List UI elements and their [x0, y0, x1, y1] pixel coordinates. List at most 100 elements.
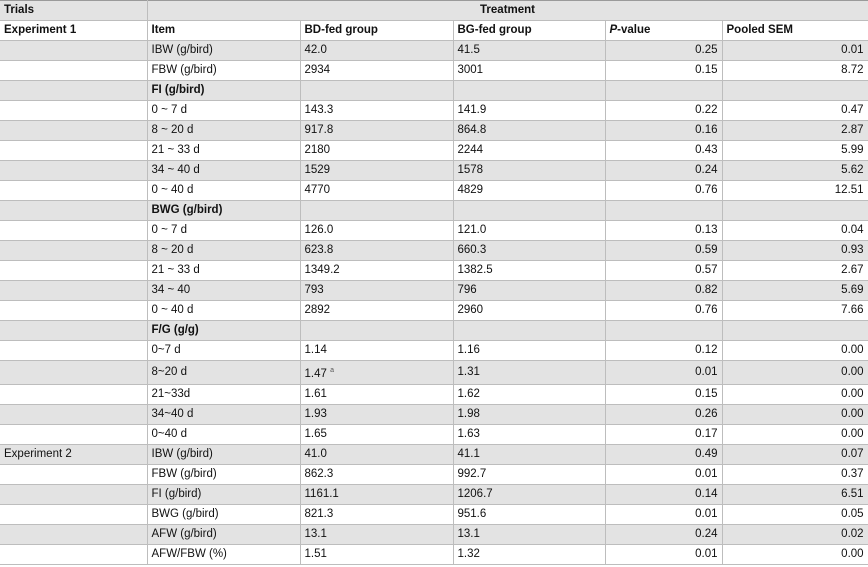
table-row: 0~7 d 1.14 1.16 0.12 0.00 [0, 340, 868, 361]
cell-bg-value-text: 41.1 [457, 447, 480, 460]
cell-sem-value-text: 0.00 [841, 365, 864, 378]
cell-sem-value: 0.47 [722, 100, 868, 121]
cell-sem-value-text: 0.07 [841, 447, 864, 460]
cell-p-value: 0.14 [605, 484, 723, 505]
cell-trial [0, 320, 148, 341]
cell-trial [0, 404, 148, 425]
table-body: IBW (g/bird) 42.0 41.5 0.25 0.01 FBW (g/bird)… [0, 40, 868, 565]
cell-p-value: 0.25 [605, 40, 723, 61]
cell-item: IBW (g/bird) [147, 40, 301, 61]
cell-item-text: IBW (g/bird) [151, 447, 213, 460]
table-row: 8 ~ 20 d 917.8 864.8 0.16 2.87 [0, 120, 868, 141]
cell-p-value: 0.01 [605, 360, 723, 385]
cell-bg-value: 41.1 [453, 444, 606, 465]
cell-bd-value-text: 1.47 [304, 367, 327, 380]
cell-bg-value-text: 1.62 [457, 387, 480, 400]
cell-bg-value-text: 1.32 [457, 547, 480, 560]
cell-bd-value: 1.61 [300, 384, 454, 405]
cell-bg-value-text: 2244 [457, 144, 484, 156]
cell-trial-text: Experiment 2 [4, 447, 72, 460]
cell-sem-value: 2.87 [722, 120, 868, 141]
cell-p-value-text: 0.13 [695, 224, 718, 236]
cell-trial [0, 340, 148, 361]
cell-sem-value: 0.01 [722, 40, 868, 61]
cell-p-value-text: 0.24 [695, 164, 718, 176]
cell-sem-value-text: 0.37 [841, 467, 864, 480]
cell-item-text: 0~7 d [151, 344, 181, 356]
cell-sem-value: 6.51 [722, 484, 868, 505]
cell-bd-value-text: 1.61 [304, 387, 327, 400]
cell-bg-value [453, 320, 606, 341]
cell-bg-value: 121.0 [453, 220, 606, 241]
cell-bd-value-text: 821.3 [304, 507, 334, 520]
cell-bg-value-text: 1.63 [457, 427, 480, 440]
cell-sem-value-text: 5.62 [841, 164, 864, 176]
cell-bd-value [300, 200, 454, 221]
table-row: 21~33d 1.61 1.62 0.15 0.00 [0, 384, 868, 405]
header-pooled-sem: Pooled SEM [722, 20, 868, 41]
cell-item: 8~20 d [147, 360, 301, 385]
cell-bd-value: 126.0 [300, 220, 454, 241]
cell-p-value-text: 0.16 [695, 124, 718, 136]
cell-sem-value-text: 2.67 [841, 264, 864, 276]
cell-trial [0, 220, 148, 241]
cell-bd-value: 1.93 [300, 404, 454, 425]
cell-bg-value-text: 796 [457, 284, 477, 296]
cell-bd-value [300, 320, 454, 341]
cell-trial [0, 200, 148, 221]
cell-bd-value-text: 42.0 [304, 44, 327, 56]
cell-p-value-text: 0.49 [695, 447, 718, 460]
cell-bg-value: 1.16 [453, 340, 606, 361]
cell-bg-value: 3001 [453, 60, 606, 81]
cell-sem-value-text: 0.00 [841, 547, 864, 560]
cell-sem-value-text: 6.51 [841, 487, 864, 500]
cell-bg-value: 951.6 [453, 504, 606, 525]
cell-trial [0, 40, 148, 61]
cell-sem-value [722, 200, 868, 221]
cell-sem-value-text: 7.66 [841, 304, 864, 316]
cell-bd-value: 42.0 [300, 40, 454, 61]
cell-trial [0, 60, 148, 81]
cell-bg-value-text: 41.5 [457, 44, 480, 56]
cell-sem-value: 0.07 [722, 444, 868, 465]
cell-bg-value [453, 200, 606, 221]
cell-sem-value-text: 0.01 [841, 44, 864, 56]
cell-p-value-text: 0.01 [695, 507, 718, 520]
cell-trial [0, 140, 148, 161]
cell-sem-value: 0.00 [722, 384, 868, 405]
cell-bg-value: 2960 [453, 300, 606, 321]
cell-item-text: 0 ~ 7 d [151, 224, 188, 236]
cell-p-value: 0.76 [605, 180, 723, 201]
cell-p-value: 0.43 [605, 140, 723, 161]
cell-bd-value-text: 143.3 [304, 104, 334, 116]
cell-p-value: 0.01 [605, 504, 723, 525]
cell-sem-value: 7.66 [722, 300, 868, 321]
cell-sem-value: 5.62 [722, 160, 868, 181]
cell-bg-value-text: 141.9 [457, 104, 487, 116]
cell-p-value: 0.82 [605, 280, 723, 301]
header-row-1: Trials Treatment [0, 0, 868, 21]
cell-p-value [605, 200, 723, 221]
cell-bg-value-text: 1.31 [457, 365, 480, 378]
cell-bg-value: 41.5 [453, 40, 606, 61]
cell-sem-value-text: 12.51 [834, 184, 864, 196]
cell-sem-value: 8.72 [722, 60, 868, 81]
cell-bg-value: 1206.7 [453, 484, 606, 505]
cell-p-value-text: 0.24 [695, 527, 718, 540]
cell-bd-value-text: 13.1 [304, 527, 327, 540]
cell-item: 0~40 d [147, 424, 301, 445]
table-row: 0 ~ 7 d 143.3 141.9 0.22 0.47 [0, 100, 868, 121]
cell-bd-value-text: 1349.2 [304, 264, 340, 276]
cell-item-text: AFW (g/bird) [151, 527, 217, 540]
cell-item-text: 8~20 d [151, 365, 188, 378]
cell-p-value: 0.24 [605, 524, 723, 545]
cell-trial [0, 240, 148, 261]
cell-trial [0, 80, 148, 101]
table-row: AFW/FBW (%) 1.51 1.32 0.01 0.00 [0, 544, 868, 565]
cell-p-value: 0.17 [605, 424, 723, 445]
cell-bd-value: 821.3 [300, 504, 454, 525]
cell-p-value: 0.13 [605, 220, 723, 241]
cell-item: 0 ~ 7 d [147, 220, 301, 241]
cell-bg-value: 1.63 [453, 424, 606, 445]
cell-sem-value: 0.04 [722, 220, 868, 241]
